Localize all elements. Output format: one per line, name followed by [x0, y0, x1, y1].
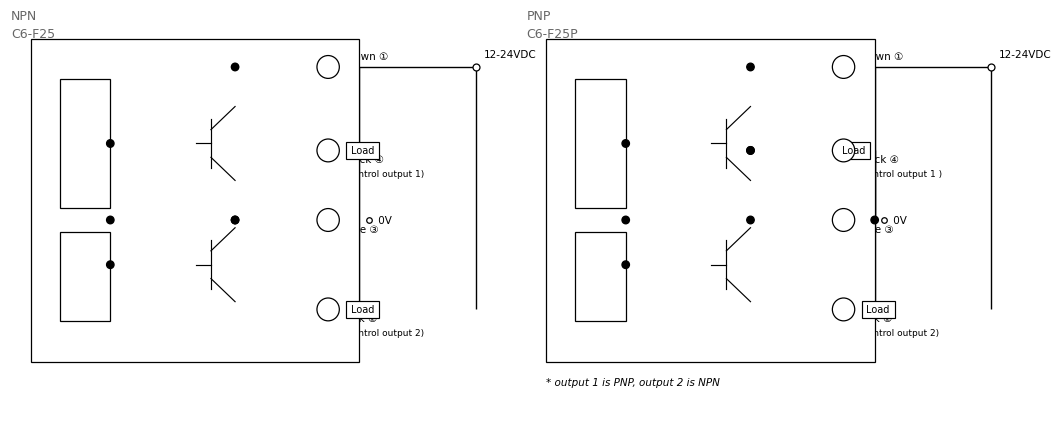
Bar	[576, 80, 625, 208]
Text: 12-24VDC: 12-24VDC	[483, 50, 536, 60]
Text: Sensor Main Circuit: Sensor Main Circuit	[553, 154, 564, 248]
Circle shape	[832, 298, 854, 321]
Text: (Control output 2): (Control output 2)	[342, 328, 424, 338]
Circle shape	[317, 140, 339, 162]
Text: Black ④: Black ④	[342, 155, 384, 165]
Bar	[576, 233, 625, 321]
Circle shape	[107, 217, 114, 224]
Text: Load: Load	[351, 305, 374, 314]
Bar	[347, 142, 379, 160]
Circle shape	[871, 217, 879, 224]
Circle shape	[747, 217, 754, 224]
Text: C6-F25: C6-F25	[11, 28, 55, 41]
Circle shape	[832, 209, 854, 232]
Text: * output 1 is PNP, output 2 is NPN: * output 1 is PNP, output 2 is NPN	[546, 377, 720, 387]
Text: Load: Load	[866, 305, 889, 314]
Text: Blue ③: Blue ③	[859, 224, 894, 234]
Bar	[836, 142, 870, 160]
Circle shape	[622, 217, 630, 224]
Circle shape	[317, 57, 339, 79]
Circle shape	[747, 147, 754, 155]
Text: (Control output 2): (Control output 2)	[859, 328, 939, 338]
Text: Brown ①: Brown ①	[342, 52, 388, 62]
Text: Pink ②: Pink ②	[342, 314, 377, 324]
Circle shape	[747, 64, 754, 71]
Circle shape	[317, 298, 339, 321]
Circle shape	[622, 141, 630, 148]
Circle shape	[107, 261, 114, 269]
Text: Over-current
protection Circuit: Over-current protection Circuit	[590, 244, 611, 310]
Bar	[59, 233, 110, 321]
Circle shape	[622, 261, 630, 269]
Text: C6-F25P: C6-F25P	[527, 28, 578, 41]
Bar	[862, 301, 895, 318]
Circle shape	[231, 217, 239, 224]
Circle shape	[832, 57, 854, 79]
Text: 12-24VDC: 12-24VDC	[1000, 50, 1052, 60]
Circle shape	[317, 209, 339, 232]
Text: Over-current
protection Circuit: Over-current protection Circuit	[590, 111, 611, 177]
Circle shape	[231, 64, 239, 71]
Circle shape	[747, 147, 754, 155]
Text: Pink ②: Pink ②	[859, 314, 893, 324]
Bar	[31, 40, 359, 362]
Circle shape	[832, 140, 854, 162]
Text: 0V: 0V	[890, 215, 907, 226]
Text: Brown ①: Brown ①	[859, 52, 903, 62]
Circle shape	[107, 141, 114, 148]
Text: (Control output 1 ): (Control output 1 )	[859, 170, 942, 179]
Text: (Control output 1): (Control output 1)	[342, 170, 424, 179]
Bar	[347, 301, 379, 318]
Bar	[59, 80, 110, 208]
Text: Over-current
protection Circuit: Over-current protection Circuit	[75, 244, 94, 310]
Circle shape	[231, 217, 239, 224]
Bar	[546, 40, 874, 362]
Text: Load: Load	[351, 146, 374, 156]
Text: Black ④: Black ④	[859, 155, 899, 165]
Text: Blue ③: Blue ③	[342, 224, 378, 234]
Text: Load: Load	[842, 146, 865, 156]
Text: PNP: PNP	[527, 11, 551, 23]
Text: NPN: NPN	[11, 11, 37, 23]
Text: Over-current
protection Circuit: Over-current protection Circuit	[75, 111, 94, 177]
Text: 0V: 0V	[375, 215, 392, 226]
Text: Sensor Main Circuit: Sensor Main Circuit	[38, 154, 48, 248]
